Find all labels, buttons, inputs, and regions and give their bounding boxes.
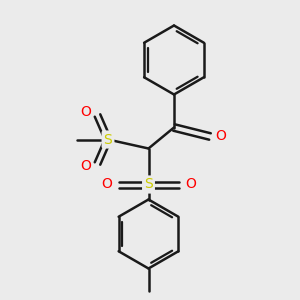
Text: S: S — [103, 133, 112, 146]
Text: O: O — [80, 106, 91, 119]
Text: S: S — [144, 178, 153, 191]
Text: O: O — [101, 178, 112, 191]
Text: O: O — [185, 178, 196, 191]
Text: O: O — [80, 160, 91, 173]
Text: O: O — [215, 130, 226, 143]
